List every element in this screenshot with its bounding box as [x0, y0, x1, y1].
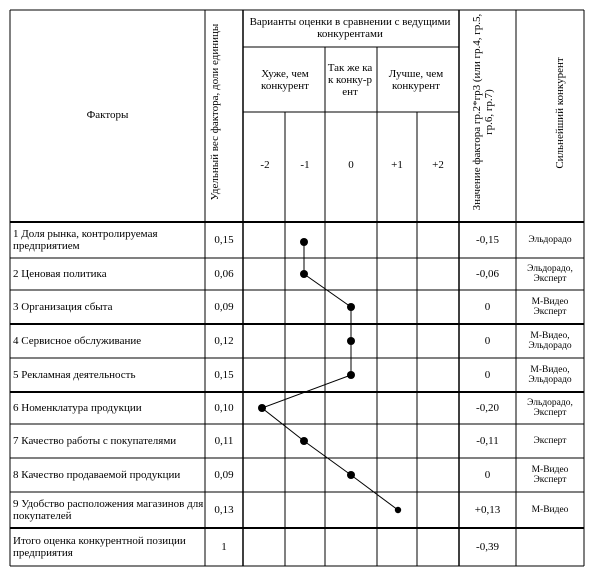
table-row-weight: 0,09 [214, 301, 234, 313]
profile-point [347, 471, 355, 479]
profile-point [258, 404, 266, 412]
profile-point [347, 337, 355, 345]
profile-line [260, 242, 399, 511]
table-row-value: 0 [484, 469, 491, 481]
table-row-weight: 0,10 [214, 402, 234, 414]
total-row-value: -0,39 [476, 541, 499, 553]
score-label: +2 [432, 159, 444, 171]
score-label: -2 [260, 159, 270, 171]
table-row-competitor: Эльдорадо, Эксперт [527, 264, 573, 284]
table-row-competitor: М-Видео [531, 505, 569, 515]
table-row-value: -0,11 [476, 435, 499, 447]
header-variants: Варианты оценки в сравнении с ведущими к… [249, 16, 451, 40]
table-row-weight: 0,15 [214, 234, 234, 246]
table-row-value: +0,13 [474, 504, 501, 516]
header-same: Так же как конку-рент [327, 62, 373, 98]
profile-point [394, 506, 402, 514]
total-row-factor: Итого оценка конкурентной позиции предпр… [13, 535, 186, 559]
table-row-competitor: Эльдорадо, Эксперт [527, 398, 573, 418]
table-row-weight: 0,09 [214, 469, 234, 481]
table-row-factor: 8 Качество продаваемой продукции [13, 469, 181, 481]
table-row-value: -0,06 [476, 268, 499, 280]
table-row-factor: 2 Ценовая политика [13, 268, 107, 280]
table-row-value: -0,20 [476, 402, 499, 414]
total-row-weight: 1 [221, 541, 227, 553]
table-row-value: 0 [484, 301, 491, 313]
table-row-weight: 0,06 [214, 268, 234, 280]
table-row-factor: 5 Рекламная деятельность [13, 369, 136, 381]
profile-point [347, 371, 355, 379]
score-label: -1 [300, 159, 310, 171]
table-row-competitor: М-Видео Эксперт [531, 465, 569, 485]
profile-point [300, 270, 308, 278]
profile-point [300, 238, 308, 246]
header-factors: Факторы [86, 109, 129, 121]
table-row-value: -0,15 [476, 234, 499, 246]
table-row-factor: 6 Номенклатура продукции [13, 402, 142, 414]
table-row-factor: 3 Организация сбыта [13, 301, 113, 313]
profile-point [347, 303, 355, 311]
table-row-factor: 4 Сервисное обслуживание [13, 335, 142, 347]
profile-point [300, 437, 308, 445]
header-strongest: Сильнейший конкурент [554, 57, 566, 169]
table-row-weight: 0,12 [214, 335, 234, 347]
score-label: +1 [391, 159, 403, 171]
table-row-factor: 7 Качество работы с покупателями [13, 435, 177, 447]
table-row-weight: 0,11 [214, 435, 234, 447]
score-label: 0 [348, 159, 354, 171]
header-weight: Удельный вес фактора, доли единицы [209, 23, 221, 201]
header-better: Лучше, чем конкурент [388, 68, 444, 92]
table-row-weight: 0,15 [214, 369, 234, 381]
table-row-weight: 0,13 [214, 504, 234, 516]
table-row-competitor: М-Видео, Эльдорадо [528, 365, 572, 385]
total-row-competitor [516, 528, 584, 566]
table-row-competitor: Эльдорадо [528, 235, 572, 245]
table-row-competitor: М-Видео, Эльдорадо [528, 331, 572, 351]
table-row-value: 0 [484, 369, 491, 381]
header-worse: Хуже, чем конкурент [261, 68, 309, 92]
table-row-value: 0 [484, 335, 491, 347]
table-row-factor: 1 Доля рынка, контролируемая предприятие… [13, 228, 158, 252]
table-row-factor: 9 Удобство расположения магазинов для по… [13, 498, 204, 522]
header-value: Значение фактора гр.2*гр3 (или гр.4, гр.… [471, 13, 495, 211]
table-row-competitor: М-Видео Эксперт [531, 297, 569, 317]
table-row-competitor: Эксперт [533, 436, 567, 446]
